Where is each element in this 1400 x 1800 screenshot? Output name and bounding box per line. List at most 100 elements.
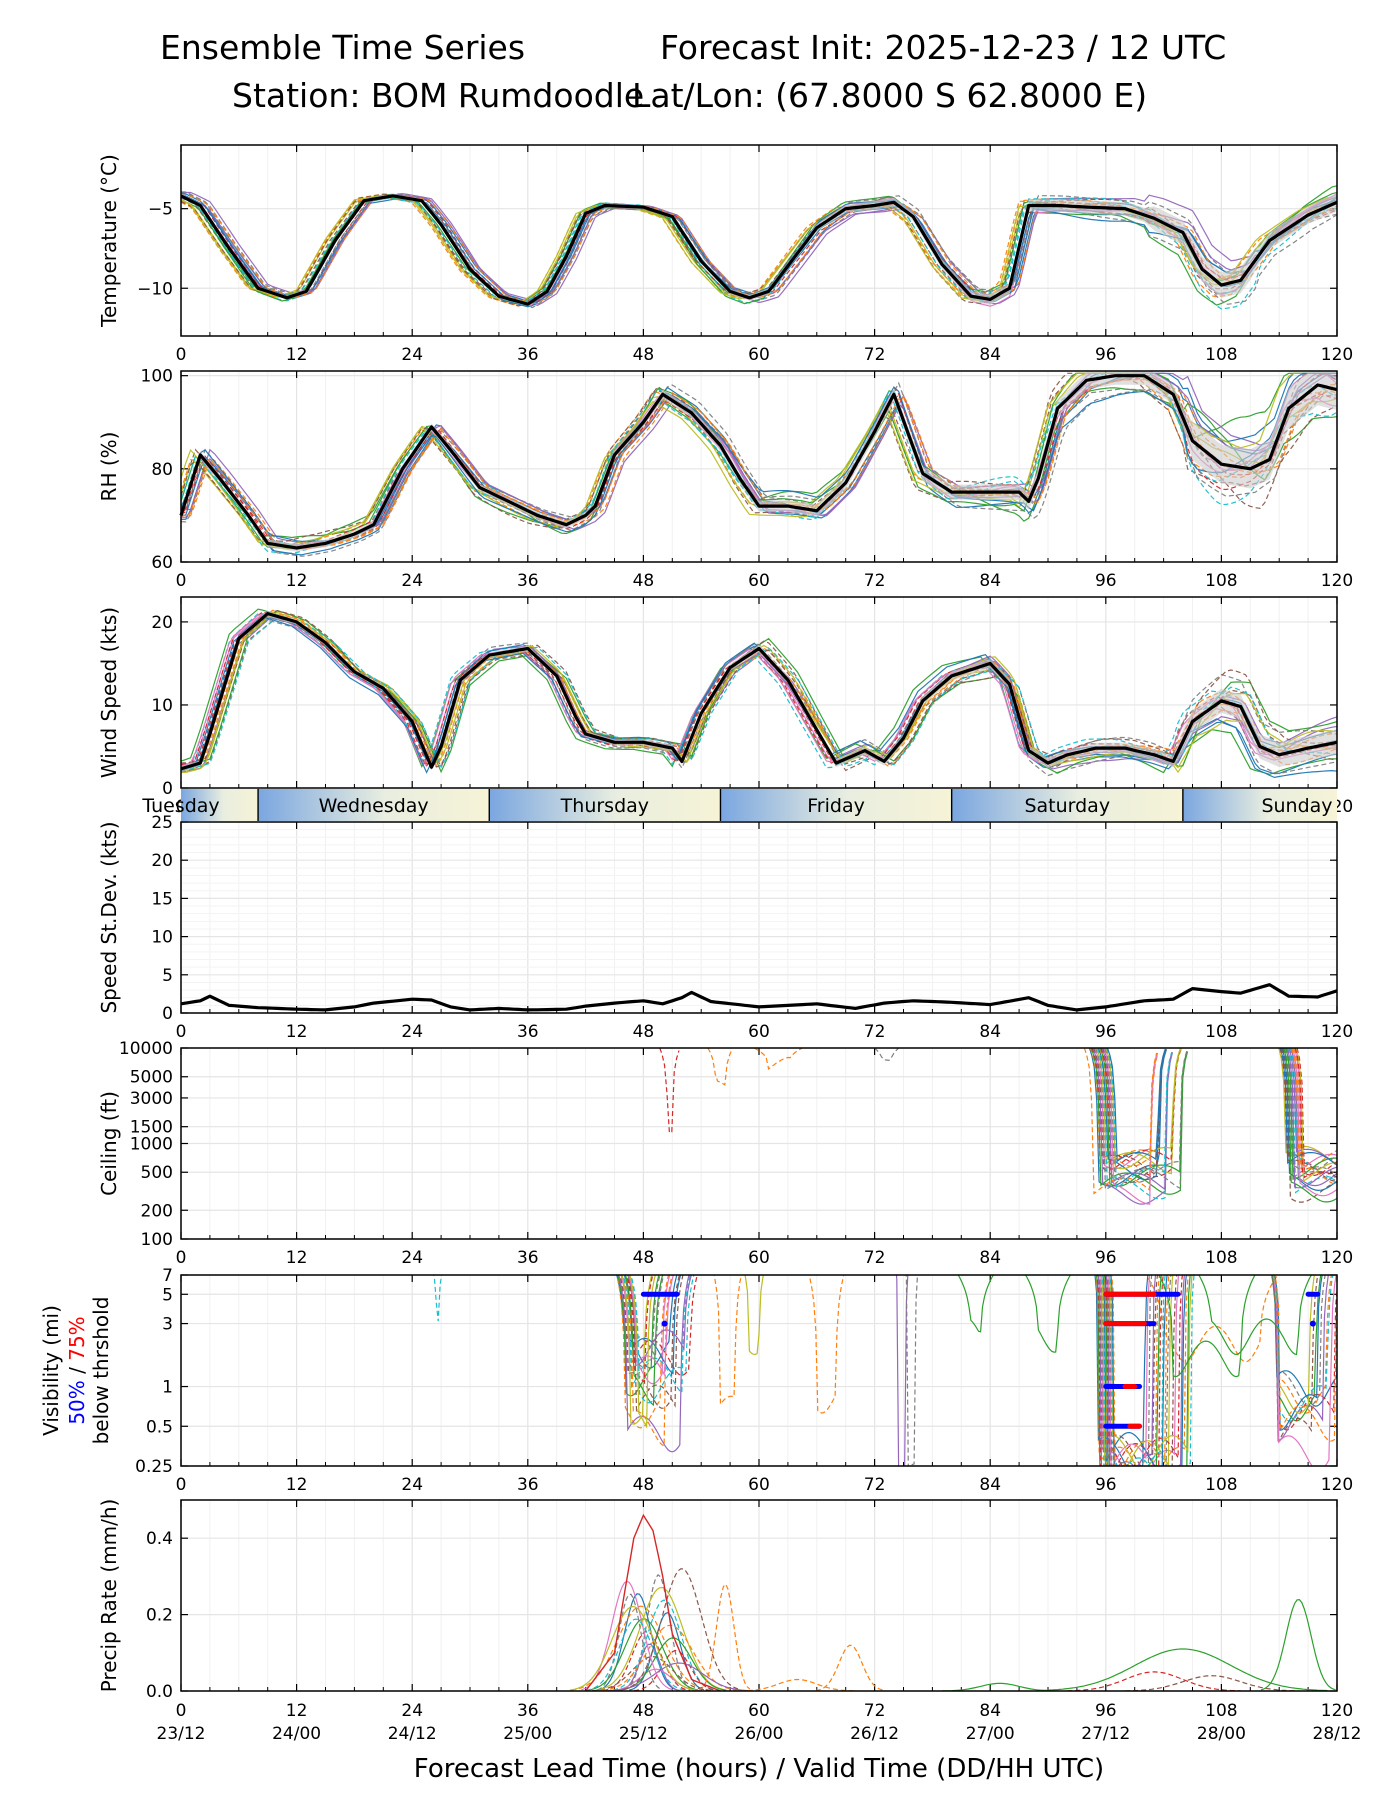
x-tick-label: 72 [864, 345, 886, 365]
x-tick-label: 60 [748, 1475, 770, 1495]
p50-legend: 50% [65, 1380, 89, 1424]
panel-frame-ceiling [180, 1047, 1338, 1240]
ceiling-member-line [1093, 1048, 1167, 1184]
visibility-member-line [618, 1275, 690, 1453]
ceiling-member-line [1090, 1048, 1189, 1195]
y-tick-label: 0.0 [146, 1682, 173, 1702]
precip-member-line [606, 1662, 749, 1691]
y-tick-label: 0.2 [146, 1606, 173, 1626]
visibility-label-line1: Visibility (mi) [39, 1305, 63, 1436]
precip-peak-member-line [585, 1513, 721, 1692]
lead-hour-label: 48 [633, 1701, 655, 1721]
y-tick-label: 10000 [119, 1039, 173, 1059]
lead-hour-label: 24 [401, 1701, 423, 1721]
x-tick-label: 84 [979, 571, 1001, 591]
lead-hour-label: 72 [864, 1701, 886, 1721]
ceiling-member-line [1292, 1048, 1337, 1197]
x-tick-label: 36 [517, 1022, 539, 1042]
visibility-member-line [1272, 1275, 1337, 1466]
precip-member-line [624, 1574, 692, 1691]
lead-hour-label: 36 [517, 1701, 539, 1721]
x-tick-label: 36 [517, 1248, 539, 1268]
visibility-member-line [1273, 1275, 1334, 1422]
y-tick-label: 7 [162, 1266, 173, 1286]
x-tick-label: 120 [1321, 571, 1353, 591]
ceiling-member-line [1296, 1048, 1337, 1179]
x-tick-label: 60 [748, 345, 770, 365]
x-tick-label: 72 [864, 1248, 886, 1268]
visibility-member-line [1198, 1275, 1313, 1356]
y-tick-label: 15 [151, 889, 173, 909]
ceiling-members [659, 1048, 1337, 1205]
day-segment [489, 789, 721, 821]
member-line [181, 616, 1337, 770]
visibility-member-line [624, 1275, 664, 1407]
visibility-member-line [895, 1275, 909, 1466]
precip-member-line [622, 1568, 742, 1691]
ceiling-member-line [1106, 1048, 1173, 1189]
y-tick-label: 20 [151, 851, 173, 871]
x-tick-label: 84 [979, 1248, 1001, 1268]
ceiling-member-line [1284, 1048, 1337, 1173]
lead-hour-label: 96 [1095, 1701, 1117, 1721]
day-label: Friday [807, 795, 865, 817]
day-segment [720, 789, 952, 821]
rh-mean-line [179, 374, 1338, 550]
bottom-axis: 0 23/12 12 24/00 24 24/12 36 25/00 48 25/12 60 26/0… [157, 1701, 1362, 1784]
visibility-member-line [1094, 1275, 1149, 1466]
y-tick-label: 0.25 [135, 1457, 173, 1477]
ceiling-member-line [1285, 1048, 1337, 1180]
day-segment [181, 789, 259, 821]
day-segment [1182, 789, 1337, 821]
x-tick-label: 12 [286, 1248, 308, 1268]
y-tick-label: 3 [162, 1315, 173, 1335]
lead-hour-label: 0 [176, 1701, 187, 1721]
x-tick-label: 48 [633, 1022, 655, 1042]
panel-frame-visibility [180, 1274, 1338, 1467]
visibility-member-line [1105, 1275, 1157, 1466]
visibility-member-line [1103, 1275, 1189, 1466]
ceiling-member-line [1103, 1048, 1158, 1205]
ceiling-member-line [707, 1048, 733, 1086]
x-tick-label: 0 [176, 345, 187, 365]
y-axis-label: Speed St.Dev. (kts) [97, 821, 121, 1013]
precip-member-line [1125, 1675, 1299, 1691]
x-tick-label: 108 [1205, 345, 1237, 365]
visibility-member-line [627, 1275, 684, 1413]
ceiling-member-line [1279, 1048, 1337, 1167]
speed-stdev-line [180, 983, 1338, 1012]
x-tick-label: 48 [633, 1248, 655, 1268]
panel-frame-wind [180, 596, 1338, 789]
visibility-member-line [1274, 1275, 1337, 1442]
visibility-member-line [713, 1275, 742, 1406]
ceiling-member-line [1102, 1048, 1167, 1176]
valid-time-label: 28/00 [1197, 1724, 1246, 1744]
visibility-axis-label: Visibility (mi) 50% / 75% below thrshold [39, 1297, 113, 1445]
x-tick-label: 108 [1205, 571, 1237, 591]
y-tick-label: 0.4 [146, 1529, 173, 1549]
x-tick-label: 84 [979, 345, 1001, 365]
precip-member-line [598, 1593, 676, 1691]
visibility-member-line [744, 1275, 765, 1356]
x-tick-label: 108 [1205, 1475, 1237, 1495]
y-tick-label: 20 [151, 613, 173, 633]
ceiling-member-line [1099, 1048, 1188, 1187]
ceiling-member-line [1287, 1048, 1337, 1194]
precip-member-line [698, 1583, 751, 1691]
x-tick-label: 12 [286, 571, 308, 591]
x-tick-label: 108 [1205, 1248, 1237, 1268]
panel-frame-precip [180, 1499, 1338, 1692]
x-tick-label: 120 [1321, 1022, 1353, 1042]
day-label: Saturday [1024, 795, 1110, 817]
precip-member-line [569, 1605, 696, 1691]
visibility-member-line [623, 1275, 673, 1447]
x-tick-label: 0 [176, 1248, 187, 1268]
valid-time-label: 27/00 [966, 1724, 1015, 1744]
visibility-label-line3: below thrshold [89, 1297, 113, 1445]
visibility-threshold-bars [640, 1291, 1321, 1429]
p75-legend: 75% [65, 1316, 89, 1360]
y-tick-label: −10 [137, 279, 173, 299]
x-tick-label: 96 [1095, 1022, 1117, 1042]
ceiling-member-line [1295, 1048, 1337, 1182]
